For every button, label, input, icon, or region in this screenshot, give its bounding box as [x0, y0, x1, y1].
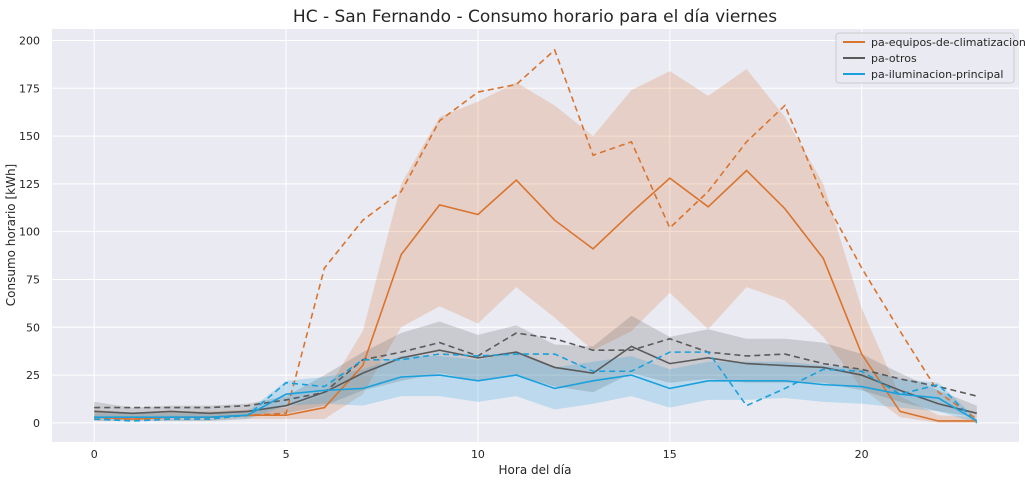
y-tick-label: 200: [19, 34, 40, 47]
series-line: [94, 345, 977, 415]
y-tick-label: 100: [19, 226, 40, 239]
y-tick-label: 25: [26, 369, 40, 382]
series-reference-line: [94, 351, 978, 424]
x-tick-label: 20: [855, 448, 869, 461]
x-tick-label: 15: [663, 448, 677, 461]
plot-area: [52, 29, 1019, 442]
y-tick-label: 0: [33, 417, 40, 430]
series-lines: [94, 48, 978, 424]
legend-box: [835, 32, 1015, 84]
x-tick-label: 10: [471, 448, 485, 461]
y-tick-label: 125: [19, 178, 40, 191]
legend-label: pa-iluminacion-principal: [871, 68, 1003, 81]
series-line: [94, 374, 978, 422]
series-reference-line: [94, 332, 977, 409]
y-tick-label: 175: [19, 82, 40, 95]
confidence-band: [94, 352, 977, 423]
y-tick-label: 50: [26, 321, 40, 334]
x-tick-label: 5: [283, 448, 290, 461]
y-tick-label: 150: [19, 130, 40, 143]
legend-label: pa-otros: [871, 52, 917, 65]
chart-title: HC - San Fernando - Consumo horario para…: [293, 7, 777, 27]
series-reference-line: [94, 48, 978, 420]
y-tick-label: 75: [26, 273, 40, 286]
x-axis-title: Hora del día: [499, 463, 572, 477]
x-tick-label: 0: [91, 448, 98, 461]
confidence-band: [94, 69, 977, 423]
legend: pa-equipos-de-climatizacion pa-otros pa-il…: [835, 32, 1025, 84]
y-axis-title: Consumo horario [kWh]: [4, 164, 18, 306]
legend-label: pa-equipos-de-climatizacion: [871, 36, 1025, 49]
